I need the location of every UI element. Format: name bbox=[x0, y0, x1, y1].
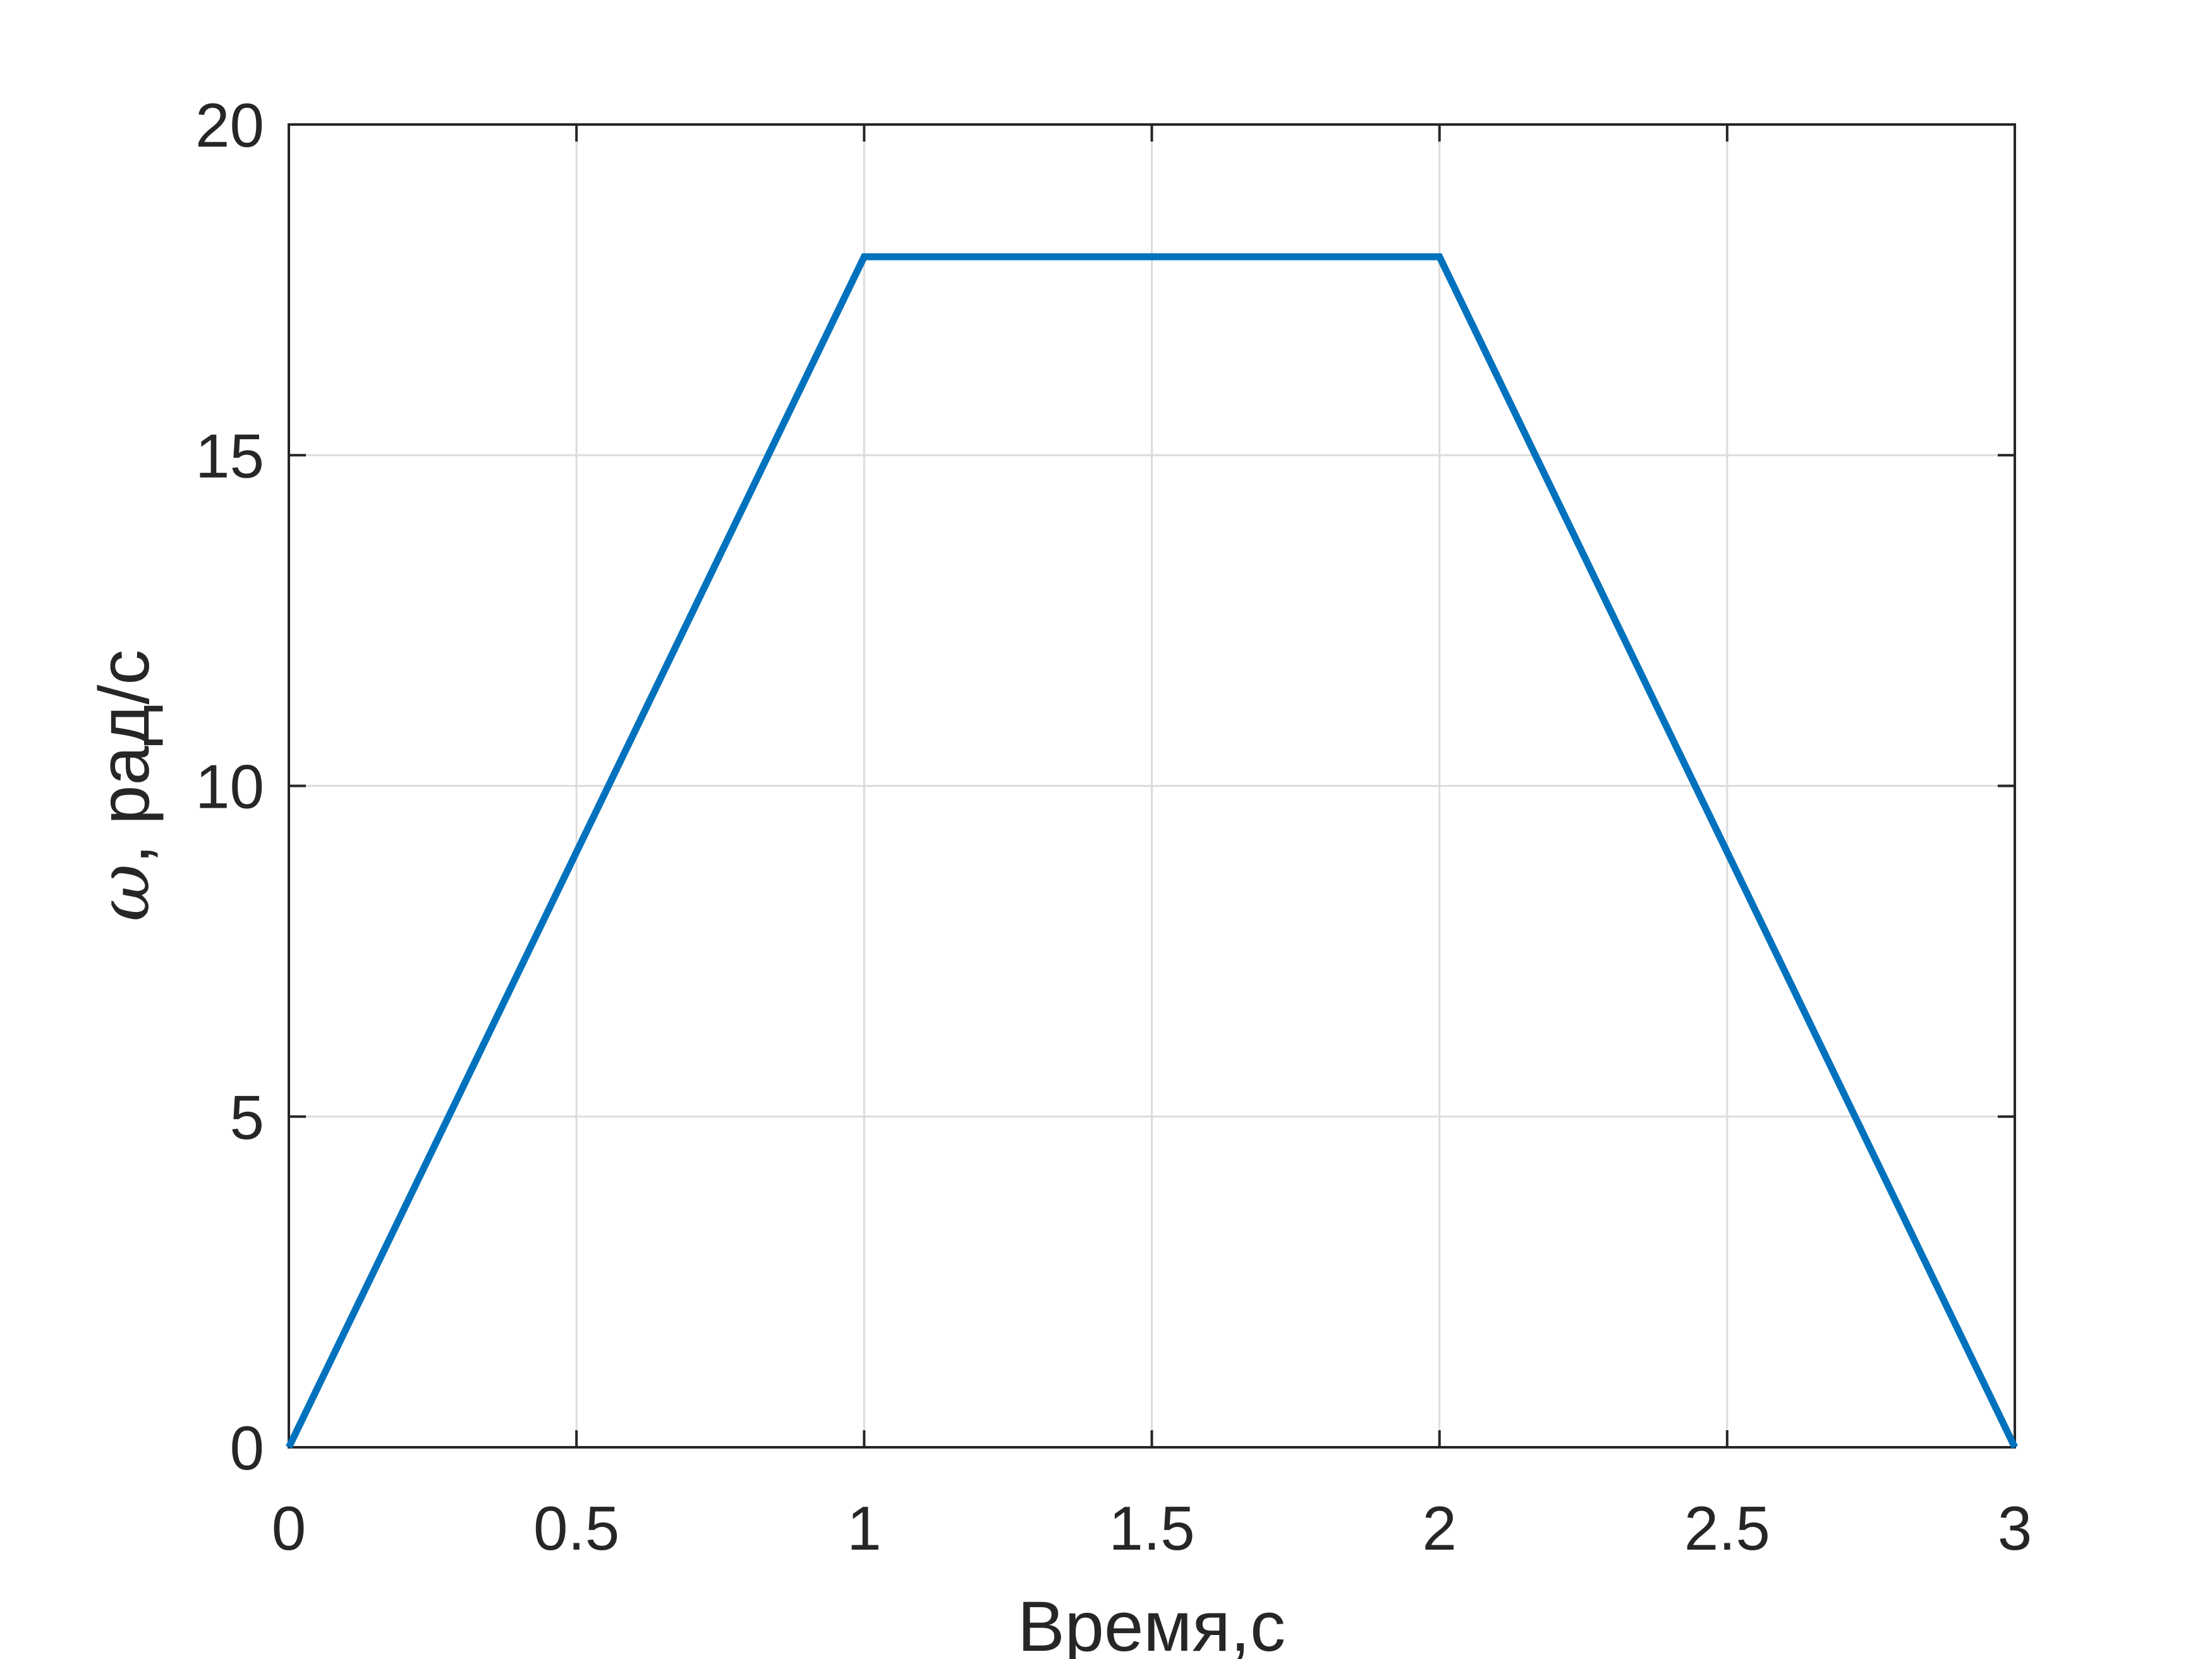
y-tick-label: 0 bbox=[229, 1413, 264, 1483]
x-tick-label: 1 bbox=[847, 1493, 882, 1563]
y-tick-labels: 0 5 10 15 20 bbox=[195, 90, 264, 1483]
x-tick-label: 2 bbox=[1422, 1493, 1457, 1563]
x-axis-label: Время,с bbox=[1018, 1587, 1285, 1659]
y-tick-label: 20 bbox=[195, 90, 264, 160]
series-line bbox=[286, 253, 2018, 1449]
x-tick-label: 3 bbox=[1998, 1493, 2033, 1563]
x-tick-label: 2.5 bbox=[1684, 1493, 1770, 1563]
y-tick-label: 5 bbox=[229, 1083, 264, 1152]
grid bbox=[289, 125, 2015, 1447]
x-tick-labels: 0 0.5 1 1.5 2 2.5 3 bbox=[272, 1493, 2033, 1563]
series-layer bbox=[286, 253, 2018, 1449]
y-tick-label: 15 bbox=[195, 421, 264, 490]
omega-symbol: ω bbox=[83, 864, 166, 921]
x-tick-label: 0 bbox=[272, 1493, 307, 1563]
x-tick-label: 0.5 bbox=[533, 1493, 619, 1563]
y-axis-label-text: , рад/с bbox=[85, 650, 164, 864]
y-axis-label: ω, рад/с bbox=[83, 650, 166, 922]
y-tick-label: 10 bbox=[195, 752, 264, 822]
x-tick-label: 1.5 bbox=[1109, 1493, 1194, 1563]
